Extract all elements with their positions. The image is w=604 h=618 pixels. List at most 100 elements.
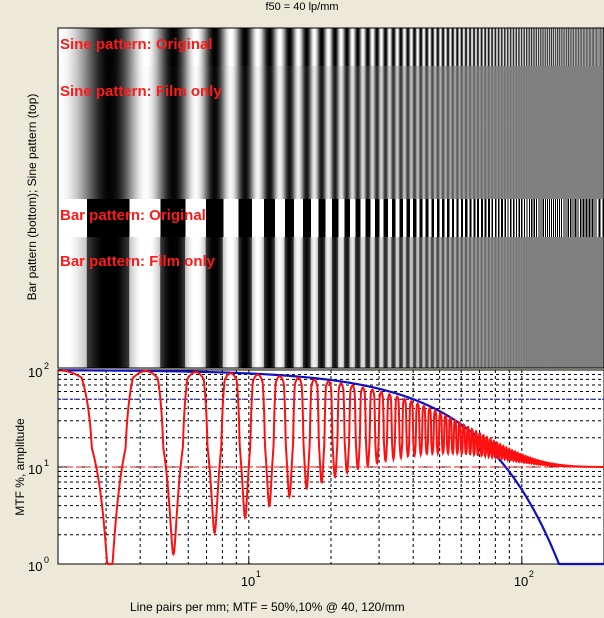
bar-segment	[449, 199, 452, 237]
bar-segment	[379, 199, 384, 237]
bar-film-strip	[58, 237, 604, 368]
bar-segment	[577, 199, 579, 237]
bar-segment	[589, 199, 590, 237]
bar-segment	[370, 199, 375, 237]
mtf-curves	[57, 369, 604, 566]
axis-ticks: 10 010 110 210 1 10 2	[28, 361, 534, 589]
bar-segment	[481, 199, 483, 237]
bar-segment	[527, 199, 529, 237]
bar-segment	[437, 199, 440, 237]
bar-segment	[425, 199, 429, 237]
bar-segment	[344, 199, 350, 237]
bar-segment	[598, 199, 599, 237]
bar-segment	[129, 199, 161, 237]
bar-segment	[601, 199, 602, 237]
bar-segment	[551, 199, 552, 237]
bar-segment	[556, 199, 557, 237]
y-tick-label: 10	[28, 462, 42, 477]
bar-segment	[581, 199, 583, 237]
bar-segment	[454, 199, 457, 237]
bar-segment	[578, 199, 579, 237]
y-tick-exponent: 1	[44, 458, 49, 468]
bar-segment	[452, 199, 454, 237]
bar-segment	[558, 199, 559, 237]
bar-segment	[518, 199, 520, 237]
bar-segment	[285, 199, 294, 237]
bar-segment	[587, 199, 588, 237]
bar-segment	[564, 199, 566, 237]
y-tick-label: 10	[28, 365, 42, 380]
bar-segment	[536, 199, 537, 237]
bar-segment	[540, 199, 542, 237]
bar-segment	[294, 199, 303, 237]
bar-segment	[548, 199, 549, 237]
bar-segment	[581, 199, 582, 237]
bar-segment	[511, 199, 513, 237]
bar-segment	[576, 199, 578, 237]
bar-segment	[503, 199, 505, 237]
bar-segment	[533, 199, 535, 237]
top-panel-ylabel: Bar pattern (bottom); Sine pattern (top)	[25, 93, 39, 301]
bar-segment	[557, 199, 558, 237]
bar-segment	[413, 199, 417, 237]
bar-segment	[477, 199, 479, 237]
bar-segment	[529, 199, 530, 237]
bar-segment	[524, 199, 525, 237]
bar-segment	[483, 199, 485, 237]
bar-segment	[563, 199, 565, 237]
bar-segment	[467, 199, 470, 237]
bar-original-strip	[58, 199, 604, 237]
bar-segment	[559, 199, 560, 237]
bar-segment	[439, 199, 442, 237]
sine-original-label: Sine pattern: Original	[60, 36, 213, 53]
bar-segment	[599, 199, 600, 237]
bar-segment	[458, 199, 461, 237]
bar-segment	[365, 199, 371, 237]
bar-segment	[456, 199, 459, 237]
bar-segment	[444, 199, 447, 237]
bar-segment	[185, 199, 206, 237]
bar-segment	[325, 199, 332, 237]
bar-segment	[587, 199, 589, 237]
bar-segment	[442, 199, 445, 237]
bar-segment	[392, 199, 396, 237]
bar-segment	[350, 199, 356, 237]
bar-segment	[516, 199, 517, 237]
bar-segment	[383, 199, 388, 237]
bar-segment	[576, 199, 577, 237]
bar-segment	[416, 199, 420, 237]
x-tick-label: 10	[241, 574, 255, 589]
bar-segment	[532, 199, 534, 237]
sine-original-strip	[58, 28, 604, 66]
bar-film-label: Bar pattern: Film only	[60, 253, 216, 270]
sine-film-strip	[58, 66, 604, 199]
bar-segment	[332, 199, 339, 237]
bar-segment	[553, 199, 554, 237]
bar-segment	[542, 199, 544, 237]
bar-segment	[554, 199, 555, 237]
mtf-xlabel: Line pairs per mm; MTF = 50%,10% @ 40, 1…	[130, 600, 405, 614]
bar-segment	[600, 199, 601, 237]
bar-segment	[579, 199, 580, 237]
bar-segment	[473, 199, 476, 237]
bar-segment	[539, 199, 541, 237]
bar-segment	[560, 199, 561, 237]
bar-segment	[501, 199, 503, 237]
bar-segment	[593, 199, 594, 237]
bar-segment	[513, 199, 515, 237]
bar-segment	[549, 199, 550, 237]
bar-segment	[593, 199, 595, 237]
bar-segment	[530, 199, 531, 237]
bar-segment	[602, 199, 603, 237]
bar-segment	[495, 199, 497, 237]
bar-segment	[595, 199, 596, 237]
bar-segment	[493, 199, 495, 237]
bar-segment	[590, 199, 592, 237]
bar-segment	[522, 199, 524, 237]
bar-segment	[580, 199, 581, 237]
bar-segment	[58, 199, 87, 237]
bar-segment	[591, 199, 592, 237]
bar-segment	[486, 199, 488, 237]
bar-segment	[595, 199, 597, 237]
